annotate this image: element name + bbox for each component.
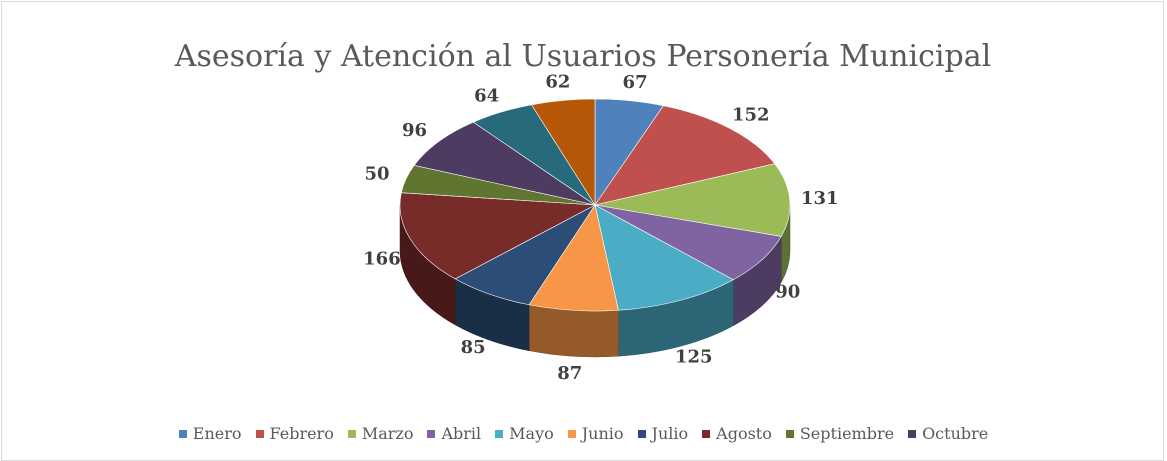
data-label: 125 [675,347,713,368]
chart-title: Asesoría y Atención al Usuarios Personer… [174,39,991,74]
legend-label: Julio [651,424,689,443]
legend-label: Octubre [922,424,989,443]
data-label: 85 [461,337,486,358]
data-label: 67 [623,72,648,93]
slice [413,121,596,206]
data-label: 96 [402,120,427,141]
legend-swatch [785,429,794,438]
legend-item: Julio [637,424,689,443]
legend-label: Marzo [361,424,414,443]
slice [594,105,776,206]
slice [531,98,596,207]
legend-item: Junio [567,424,624,443]
data-label: 50 [364,163,389,184]
legend-item: Mayo [495,424,554,443]
legend-label: Febrero [269,424,334,443]
data-label: 166 [363,249,401,270]
data-label: 62 [545,72,570,93]
data-label: 152 [732,105,770,126]
legend-item: Abril [427,424,481,443]
data-label: 64 [474,85,499,106]
data-label: 131 [801,188,839,209]
slice [594,163,791,237]
legend-swatch [702,429,711,438]
legend-label: Septiembre [799,424,895,443]
legend-swatch [347,429,356,438]
slice-side [528,304,619,358]
slice [399,192,597,280]
data-label: 87 [557,363,582,384]
legend: Enero Febrero Marzo Abril Mayo Junio Julio Agos… [0,424,1167,443]
legend-label: Junio [581,424,624,443]
legend-label: Mayo [509,424,554,443]
legend-swatch [427,429,436,438]
legend-item: Enero [178,424,242,443]
slice-tops [399,98,791,312]
legend-swatch [637,429,646,438]
legend-label: Agosto [716,424,772,443]
legend-swatch [495,429,504,438]
data-label: 90 [775,282,800,303]
legend-item: Febrero [255,424,334,443]
slice [594,204,734,311]
legend-item: Marzo [347,424,414,443]
legend-swatch [908,429,917,438]
slice-sides [399,204,791,358]
legend-label: Abril [441,424,482,443]
legend-label: Enero [192,424,242,443]
legend-item: Octubre [908,424,988,443]
legend-swatch [178,429,187,438]
legend-swatch [567,429,576,438]
slice [594,204,782,281]
legend-item: Agosto [702,424,772,443]
legend-item: Septiembre [785,424,895,443]
legend-swatch [255,429,264,438]
